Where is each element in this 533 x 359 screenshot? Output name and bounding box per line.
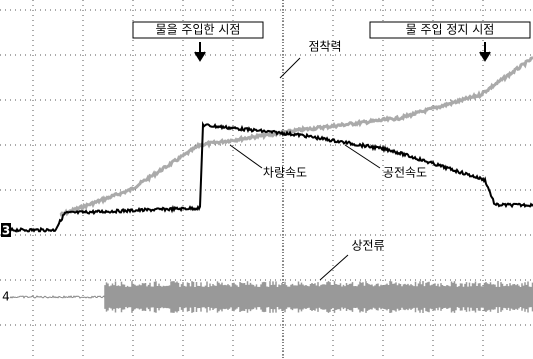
arrow: [320, 255, 348, 280]
traces: [10, 58, 533, 313]
label-vehicle-speed: 차량속도: [263, 166, 307, 180]
label-wheel-speed: 공전속도: [383, 166, 427, 180]
annotation-water-stop: 물 주입 정지 시점: [406, 23, 495, 37]
phase-current-trace: [10, 296, 105, 298]
adhesion-trace: [60, 58, 533, 215]
channel-3: 3: [2, 224, 10, 238]
arrow: [195, 42, 205, 60]
arrow: [480, 42, 490, 60]
page: 물을 주입한 시점 물 주입 정지 시점 점착력 차량속도 공전속도 상전류 3…: [0, 0, 533, 359]
label-phase-current: 상전류: [351, 239, 384, 253]
phase-current-band: [105, 281, 533, 313]
annotation-water-start: 물을 주입한 시점: [156, 23, 241, 37]
arrow: [230, 145, 262, 168]
oscilloscope-screen: 물을 주입한 시점 물 주입 정지 시점 점착력 차량속도 공전속도 상전류 3…: [0, 0, 533, 359]
channel-4: 4: [2, 290, 10, 304]
label-adhesion: 점착력: [308, 40, 341, 54]
